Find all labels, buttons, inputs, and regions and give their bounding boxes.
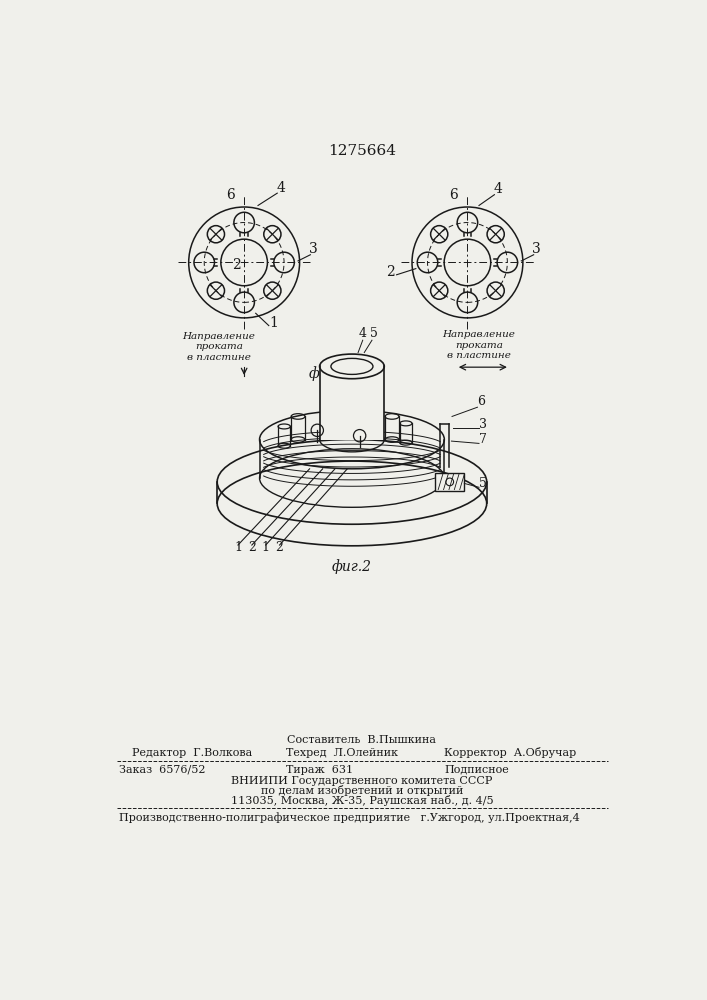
Text: 5: 5 xyxy=(370,327,378,340)
FancyBboxPatch shape xyxy=(320,366,385,440)
Text: 113035, Москва, Ж-35, Раушская наб., д. 4/5: 113035, Москва, Ж-35, Раушская наб., д. … xyxy=(230,795,493,806)
Text: Составитель  В.Пышкина: Составитель В.Пышкина xyxy=(288,735,436,745)
Text: 6: 6 xyxy=(226,188,235,202)
Text: 6: 6 xyxy=(477,395,485,408)
Text: 7: 7 xyxy=(479,433,487,446)
Text: Производственно-полиграфическое предприятие   г.Ужгород, ул.Проектная,4: Производственно-полиграфическое предприя… xyxy=(119,812,580,823)
Text: 1: 1 xyxy=(269,316,278,330)
Text: 1: 1 xyxy=(262,541,269,554)
Text: Корректор  А.Обручар: Корректор А.Обручар xyxy=(444,747,577,758)
Text: 4: 4 xyxy=(276,181,286,195)
Text: фиг.1: фиг.1 xyxy=(309,366,349,381)
Text: 1275664: 1275664 xyxy=(328,144,396,158)
Text: Заказ  6576/52: Заказ 6576/52 xyxy=(119,765,206,775)
Text: Редактор  Г.Волкова: Редактор Г.Волкова xyxy=(132,748,252,758)
Text: фиг.2: фиг.2 xyxy=(332,559,372,574)
Text: 2: 2 xyxy=(248,541,256,554)
Text: 3: 3 xyxy=(309,242,318,256)
Text: Техред  Л.Олейник: Техред Л.Олейник xyxy=(286,748,399,758)
Text: 2: 2 xyxy=(232,258,241,272)
Text: Тираж  631: Тираж 631 xyxy=(286,765,354,775)
Bar xyxy=(435,473,464,491)
Text: 4: 4 xyxy=(493,182,503,196)
Text: 6: 6 xyxy=(449,188,458,202)
Text: 5: 5 xyxy=(479,477,487,490)
Text: Направление
проката
в пластине: Направление проката в пластине xyxy=(182,332,255,362)
Text: 2: 2 xyxy=(386,265,395,279)
Text: Подписное: Подписное xyxy=(444,765,509,775)
Ellipse shape xyxy=(217,461,486,546)
Text: 3: 3 xyxy=(532,242,541,256)
Text: 1: 1 xyxy=(234,541,242,554)
Text: по делам изобретений и открытий: по делам изобретений и открытий xyxy=(261,785,463,796)
Text: ВНИИПИ Государственного комитета СССР: ВНИИПИ Государственного комитета СССР xyxy=(231,776,493,786)
Text: 3: 3 xyxy=(479,418,487,431)
Text: Направление
проката
в пластине: Направление проката в пластине xyxy=(443,330,515,360)
Text: 2: 2 xyxy=(276,541,284,554)
Text: 4: 4 xyxy=(358,327,367,340)
